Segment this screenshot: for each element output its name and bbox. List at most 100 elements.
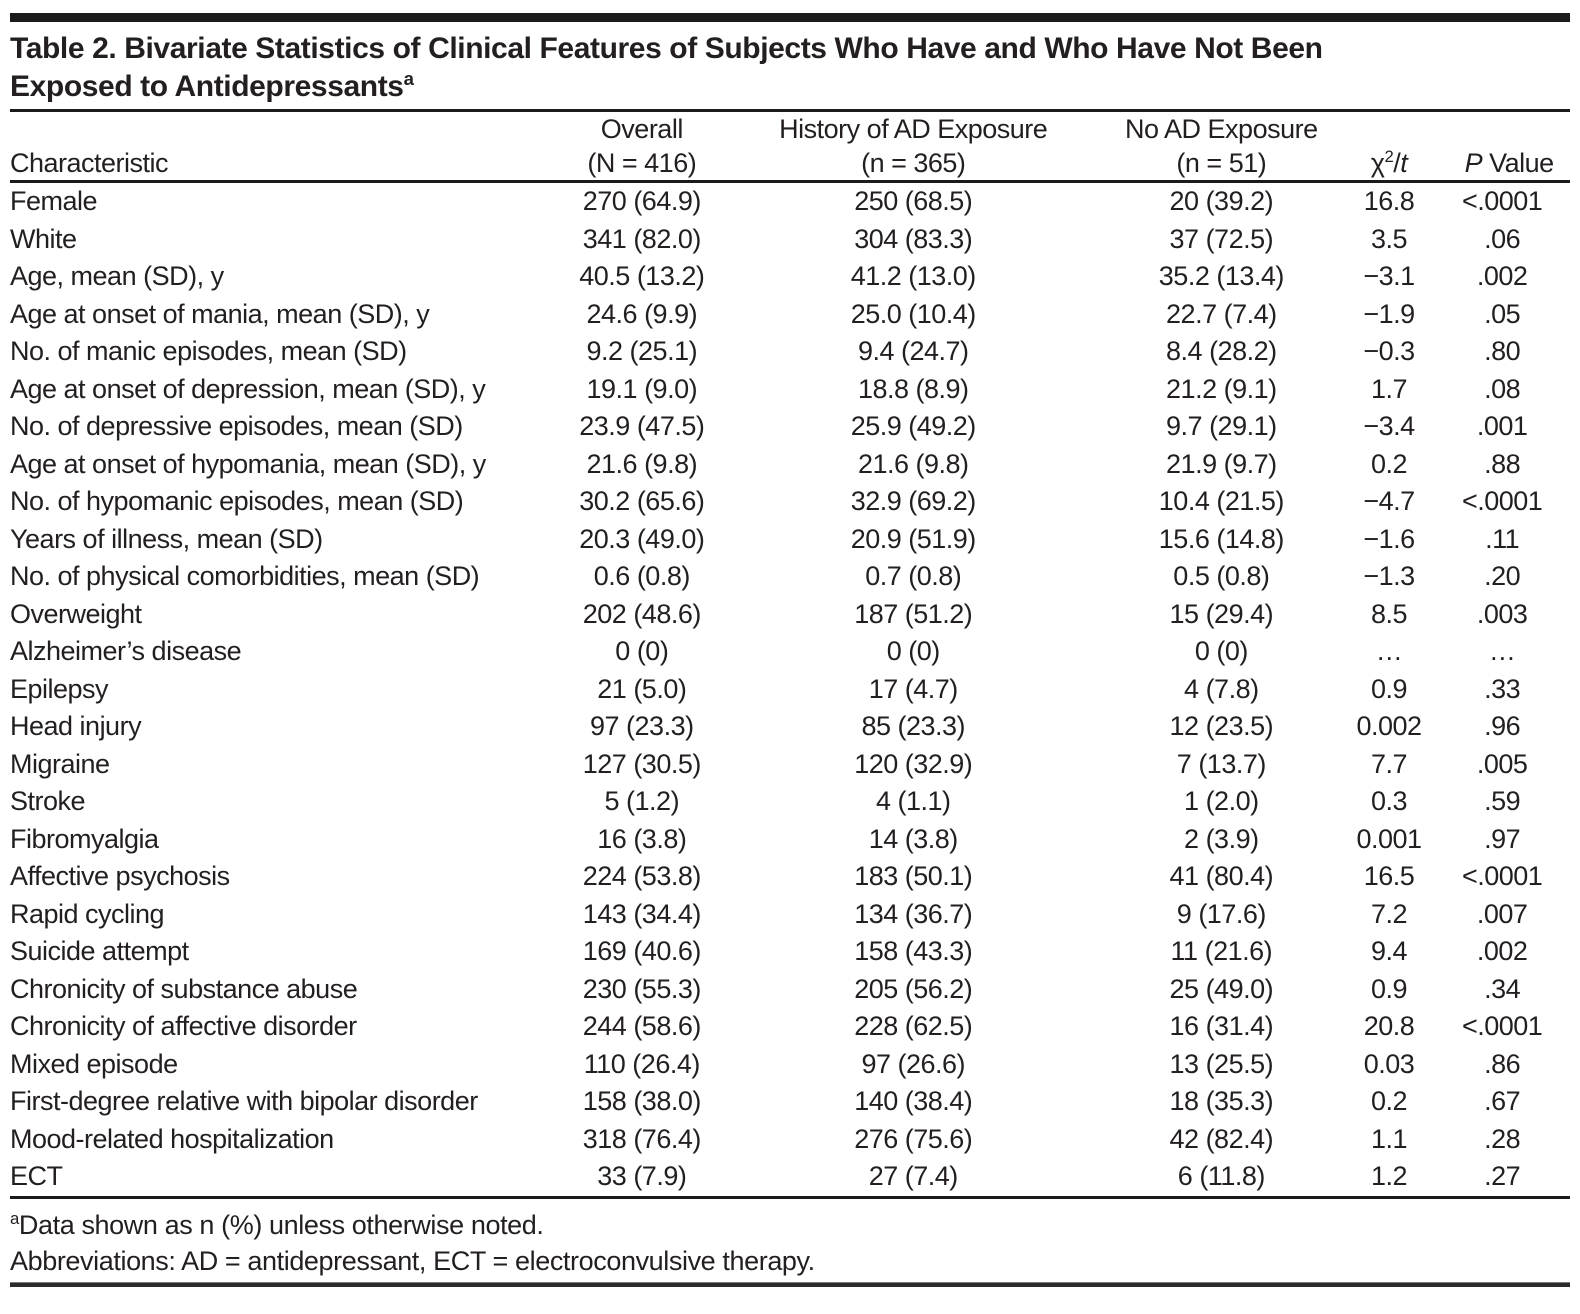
bivariate-statistics-table: Characteristic Overall (N = 416) History… (10, 112, 1570, 1199)
cell-value: 270 (64.9) (582, 186, 702, 216)
footnote-a: aData shown as n (%) unless otherwise no… (10, 1208, 544, 1240)
cell-value: 0 (0) (886, 636, 941, 666)
cell-value: 22.7 (7.4) (1166, 298, 1277, 329)
col-header-history-ad-exposure: History of AD Exposure (n = 365) (727, 112, 1099, 183)
footnote-abbreviations: Abbreviations: AD = antidepressant, ECT … (10, 1245, 815, 1276)
row-label: Years of illness, mean (SD) (10, 523, 323, 554)
cell-value: 205 (56.2) (854, 973, 973, 1004)
table-row: No. of physical comorbidities, mean (SD)… (10, 558, 1570, 596)
cell-value: 228 (62.5) (854, 1011, 973, 1041)
cell-value: 127 (30.5) (582, 748, 702, 779)
cell-value: 7.2 (1370, 898, 1408, 929)
row-label: Age, mean (SD), y (10, 261, 224, 291)
table-row: Migraine 127 (30.5) 120 (32.9) 7 (13.7) 7.7.… (10, 746, 1570, 784)
table-row: No. of hypomanic episodes, mean (SD) 30.2… (10, 483, 1570, 521)
cell-value: 0.9 (1370, 673, 1408, 704)
table-title-line2: Exposed to Antidepressants (10, 70, 404, 103)
cell-value: 21.9 (9.7) (1166, 448, 1277, 479)
footnotes: aData shown as n (%) unless otherwise no… (10, 1207, 1570, 1279)
table-row: Years of illness, mean (SD) 20.3 (49.0) 20… (10, 521, 1570, 559)
cell-value: .20 (1484, 561, 1521, 591)
table-body: Female 270 (64.9) 250 (68.5) 20 (39.2) 16.8 <… (10, 182, 1570, 1199)
bottom-rule (10, 1281, 1570, 1287)
cell-value: 41.2 (13.0) (850, 261, 977, 291)
cell-value: .007 (1476, 898, 1528, 929)
table-row: White 341 (82.0) 304 (83.3) 37 (72.5) 3.5 .06 (10, 221, 1570, 259)
cell-value: 5 (1.2) (604, 786, 680, 816)
cell-value: 0.03 (1363, 1048, 1415, 1079)
header-row: Characteristic Overall (N = 416) History… (10, 112, 1570, 183)
row-label: No. of depressive episodes, mean (SD) (10, 411, 463, 441)
row-label: Mood-related hospitalization (10, 1123, 334, 1154)
row-label: Female (10, 186, 98, 216)
cell-value: 9.4 (1370, 936, 1408, 966)
table-row: Head injury 97 (23.3) 85 (23.3) 12 (23.5) 0.… (10, 708, 1570, 746)
cell-value: .06 (1484, 223, 1521, 254)
table-title-line1: Table 2. Bivariate Statistics of Clinica… (10, 32, 1323, 65)
cell-value: .88 (1484, 448, 1521, 479)
row-label: White (10, 223, 77, 254)
col-header-chi2-t: χ2/t (1343, 112, 1435, 183)
cell-value: 110 (26.4) (583, 1048, 701, 1079)
cell-value: 134 (36.7) (854, 898, 973, 929)
table-row: No. of manic episodes, mean (SD) 9.2 (25.… (10, 333, 1570, 371)
cell-value: .28 (1484, 1123, 1521, 1154)
cell-value: <.0001 (1461, 186, 1543, 216)
cell-value: 183 (50.1) (854, 861, 973, 891)
cell-value: 2 (3.9) (1184, 823, 1259, 854)
cell-value: 230 (55.3) (582, 973, 702, 1004)
row-label: Fibromyalgia (10, 823, 159, 854)
cell-value: 276 (75.6) (854, 1123, 973, 1154)
cell-value: 10.4 (21.5) (1158, 486, 1285, 516)
cell-value: 25 (49.0) (1169, 973, 1274, 1004)
cell-value: .96 (1484, 711, 1521, 741)
cell-value: 0.9 (1370, 973, 1408, 1004)
table-row: Age at onset of depression, mean (SD), y… (10, 371, 1570, 409)
cell-value: .33 (1484, 673, 1521, 704)
row-label: Chronicity of affective disorder (10, 1011, 357, 1041)
table-row: Rapid cycling 143 (34.4) 134 (36.7) 9 (17.6… (10, 896, 1570, 934)
cell-value: 0.6 (0.8) (593, 561, 691, 591)
cell-value: 4 (7.8) (1184, 673, 1259, 704)
col-header-characteristic: Characteristic (10, 112, 557, 183)
cell-value: 16 (3.8) (597, 823, 687, 854)
cell-value: 4 (1.1) (875, 786, 951, 816)
cell-value: .005 (1476, 748, 1528, 779)
cell-value: 19.1 (9.0) (586, 373, 698, 404)
table-row: ECT 33 (7.9) 27 (7.4) 6 (11.8) 1.2.27 (10, 1158, 1570, 1199)
cell-value: … (1375, 636, 1403, 666)
cell-value: 12 (23.5) (1169, 711, 1274, 741)
cell-value: 17 (4.7) (868, 673, 959, 704)
cell-value: −3.1 (1363, 261, 1415, 291)
cell-value: .59 (1484, 786, 1521, 816)
cell-value: 1.2 (1343, 1158, 1435, 1199)
cell-value: 202 (48.6) (582, 598, 702, 629)
cell-value: 20.3 (49.0) (579, 523, 705, 554)
cell-value: 0.3 (1370, 786, 1408, 816)
cell-value: .97 (1484, 823, 1521, 854)
cell-value: 0 (0) (1194, 636, 1249, 666)
table-row: Age, mean (SD), y 40.5 (13.2) 41.2 (13.0) 3… (10, 258, 1570, 296)
row-label: Epilepsy (10, 673, 109, 704)
row-label: Head injury (10, 711, 142, 741)
cell-value: −1.3 (1363, 561, 1415, 591)
col-header-p-value: P Value (1434, 112, 1570, 183)
table-row: Chronicity of affective disorder 244 (58.… (10, 1008, 1570, 1046)
cell-value: 0.001 (1356, 823, 1422, 854)
row-label: ECT (10, 1158, 557, 1199)
cell-value: 37 (72.5) (1169, 223, 1274, 254)
cell-value: −1.6 (1363, 523, 1415, 554)
cell-value: 250 (68.5) (854, 186, 973, 216)
cell-value: 3.5 (1370, 223, 1408, 254)
cell-value: 6 (11.8) (1098, 1158, 1344, 1199)
cell-value: .001 (1476, 411, 1528, 441)
cell-value: 244 (58.6) (582, 1011, 702, 1041)
cell-value: 16.8 (1363, 186, 1415, 216)
cell-value: 0.2 (1370, 448, 1408, 479)
table-row: Fibromyalgia 16 (3.8) 14 (3.8) 2 (3.9) 0.001… (10, 821, 1570, 859)
cell-value: 1.1 (1370, 1123, 1408, 1154)
cell-value: 32.9 (69.2) (850, 486, 977, 516)
cell-value: −0.3 (1363, 336, 1415, 366)
cell-value: 11 (21.6) (1170, 936, 1273, 966)
